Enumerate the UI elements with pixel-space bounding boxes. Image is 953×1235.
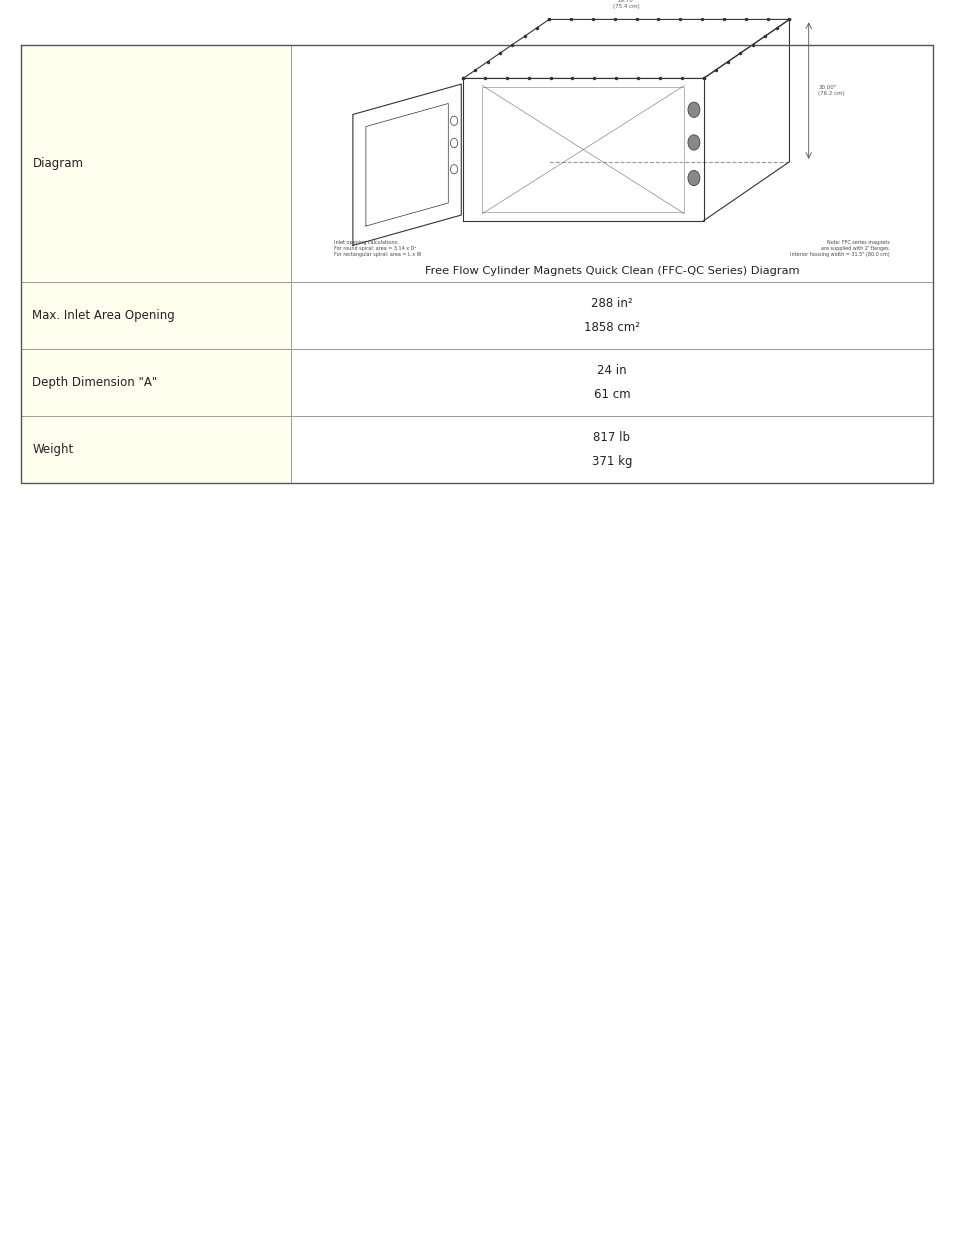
- Text: 1858 cm²: 1858 cm²: [583, 321, 639, 335]
- Text: 29.70"
(75.4 cm): 29.70" (75.4 cm): [613, 0, 639, 9]
- Text: 61 cm: 61 cm: [593, 388, 630, 401]
- Text: Free Flow Cylinder Magnets Quick Clean (FFC-QC Series) Diagram: Free Flow Cylinder Magnets Quick Clean (…: [424, 266, 799, 277]
- Circle shape: [687, 170, 700, 185]
- Bar: [21, 416, 291, 483]
- Bar: [21, 350, 291, 416]
- Bar: [21, 283, 291, 350]
- Text: 288 in²: 288 in²: [591, 298, 632, 310]
- Text: Note: FFC series magnets
are supplied with 2' flanges.
Interior housing width = : Note: FFC series magnets are supplied wi…: [790, 240, 889, 257]
- Text: Diagram: Diagram: [32, 157, 83, 170]
- Circle shape: [687, 135, 700, 151]
- Text: Depth Dimension "A": Depth Dimension "A": [32, 377, 157, 389]
- Text: 30.00"
(76.2 cm): 30.00" (76.2 cm): [818, 85, 844, 96]
- Text: 817 lb: 817 lb: [593, 431, 630, 445]
- Text: Max. Inlet Area Opening: Max. Inlet Area Opening: [32, 309, 175, 322]
- Text: Weight: Weight: [32, 443, 73, 456]
- Bar: [21, 44, 291, 283]
- Text: 24 in: 24 in: [597, 364, 626, 377]
- Text: 371 kg: 371 kg: [591, 454, 632, 468]
- Bar: [291, 283, 932, 350]
- Circle shape: [687, 103, 700, 117]
- Bar: [291, 350, 932, 416]
- Text: Inlet opening calculations:
For round spiral: area = 3.14 x D²
For rectangular s: Inlet opening calculations: For round sp…: [334, 240, 421, 257]
- Bar: [291, 416, 932, 483]
- Bar: [291, 44, 932, 283]
